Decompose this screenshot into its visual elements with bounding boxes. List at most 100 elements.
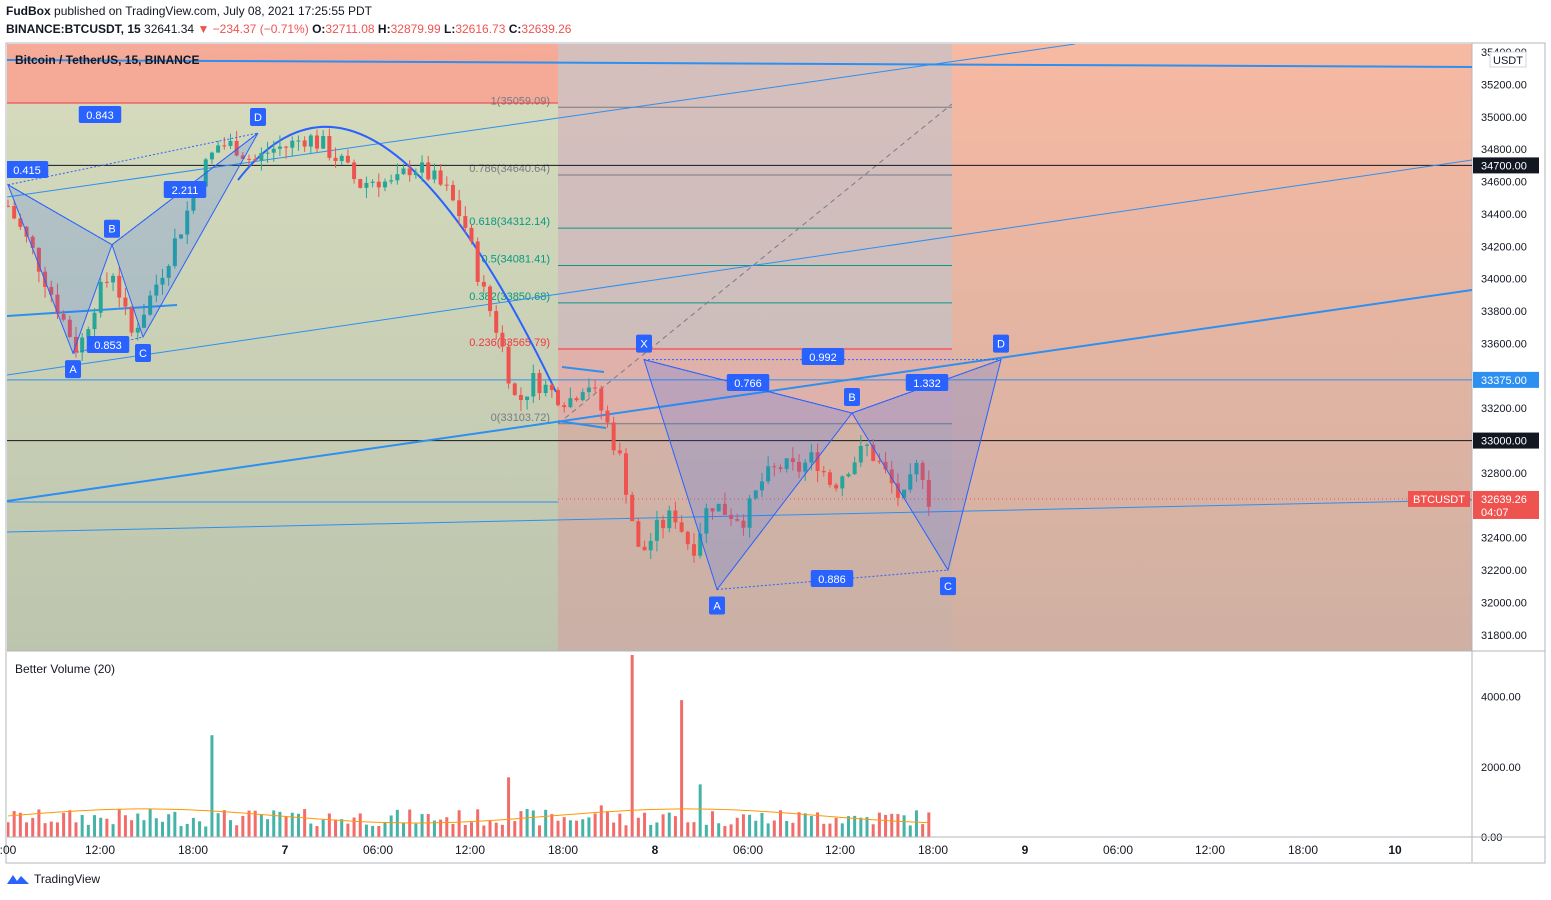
volume-bar <box>18 812 22 837</box>
volume-bar <box>550 814 554 837</box>
price-tick-label: 34200.00 <box>1481 241 1527 253</box>
volume-bar <box>99 817 103 837</box>
volume-bar <box>624 825 628 837</box>
candle <box>92 312 97 330</box>
candle <box>271 148 276 153</box>
candle <box>426 162 431 180</box>
fib-zone-lower <box>558 422 952 651</box>
price-tick-label: 33200.00 <box>1481 403 1527 415</box>
candle <box>209 152 214 160</box>
time-axis[interactable]: :00 12:00 18:00 7 06:00 12:00 18:00 8 06:00 12:00… <box>0 843 1402 857</box>
fib-level-label: 0(33103.72) <box>491 412 550 424</box>
candle <box>617 450 622 454</box>
volume-bar <box>235 825 239 837</box>
author-name[interactable]: FudBox <box>6 4 51 18</box>
volume-bar <box>772 820 776 837</box>
volume-pane[interactable]: 4000.00 2000.00 0.00 <box>7 654 1546 844</box>
candle <box>234 140 239 156</box>
volume-bar <box>562 817 566 837</box>
tradingview-logo-icon <box>7 875 29 884</box>
price-line-badge-text: 33375.00 <box>1481 375 1527 387</box>
arc-curve <box>237 125 557 393</box>
volume-bar <box>927 812 931 837</box>
volume-bar <box>779 810 782 837</box>
volume-bar <box>599 805 603 837</box>
volume-bar <box>402 822 406 837</box>
trend-line <box>7 289 1472 502</box>
candle <box>531 373 536 397</box>
candle <box>679 522 684 532</box>
candle <box>790 458 795 462</box>
candle <box>858 445 863 463</box>
candle <box>827 472 832 485</box>
candle <box>741 520 746 528</box>
time-tick-label: 9 <box>1022 843 1029 857</box>
candle <box>129 306 134 333</box>
volume-bar <box>414 823 418 837</box>
volume-bar <box>130 820 134 837</box>
volume-bar <box>432 820 436 837</box>
trend-line <box>7 499 1472 533</box>
low-value: 32616.73 <box>455 22 506 36</box>
candle <box>463 216 468 228</box>
candle <box>345 155 350 163</box>
fib-level-label: 0.5(34081.41) <box>482 254 551 266</box>
candle <box>766 466 771 482</box>
candle <box>525 396 530 401</box>
candle <box>67 319 72 337</box>
candle <box>865 444 870 446</box>
candle <box>599 388 604 411</box>
time-tick-label: 06:00 <box>733 843 763 857</box>
volume-bar <box>7 822 10 837</box>
time-tick-label: 10 <box>1388 843 1402 857</box>
price-tick-label: 33800.00 <box>1481 306 1527 318</box>
candle <box>673 510 678 523</box>
candle <box>562 405 567 408</box>
price-tick-label: 34000.00 <box>1481 274 1527 286</box>
ratio-label: 0.992 <box>809 352 837 364</box>
candle <box>759 481 764 491</box>
volume-bar <box>476 809 480 837</box>
candle <box>556 390 561 406</box>
candle <box>586 387 591 393</box>
price-tick-label: 35000.00 <box>1481 112 1527 124</box>
volume-tick-label: 4000.00 <box>1481 692 1521 704</box>
volume-bar <box>809 816 813 837</box>
volume-bar <box>513 821 517 837</box>
last-value: 32641.34 <box>144 22 195 36</box>
currency-badge[interactable] <box>1489 51 1527 68</box>
volume-ma-line <box>7 808 929 824</box>
symbol-label: BINANCE:BTCUSDT, 15 <box>6 22 141 36</box>
candle <box>240 155 245 159</box>
footer-brand[interactable]: TradingView <box>6 872 100 886</box>
candle <box>784 458 789 469</box>
volume-bar <box>49 821 53 837</box>
point-badge-d <box>250 108 266 127</box>
volume-bar <box>315 826 319 837</box>
ratio-label: 0.415 <box>13 165 41 177</box>
price-axis[interactable]: 35400.0035200.0035000.0034800.0034600.00… <box>1408 47 1539 642</box>
pattern-ratio-line <box>7 132 259 186</box>
volume-bar <box>605 811 609 837</box>
reward-zone <box>7 103 558 651</box>
candle <box>518 394 523 401</box>
last-price-badge <box>1473 490 1539 519</box>
candle <box>920 462 925 480</box>
chart-title: Bitcoin / TetherUS, 15, BINANCE <box>15 53 199 67</box>
volume-bar <box>327 813 331 837</box>
candle <box>803 462 808 472</box>
candle <box>605 410 610 423</box>
candle <box>593 387 598 389</box>
candle <box>642 546 647 551</box>
candle <box>654 519 659 541</box>
volume-bar <box>284 816 288 837</box>
volume-title: Better Volume (20) <box>15 662 115 676</box>
volume-bar <box>735 817 739 837</box>
point-badge-c-text: C <box>944 581 952 593</box>
volume-bar <box>37 809 41 837</box>
volume-bar <box>161 821 164 837</box>
candle <box>506 346 511 384</box>
candle <box>661 519 666 529</box>
candle <box>80 337 85 353</box>
